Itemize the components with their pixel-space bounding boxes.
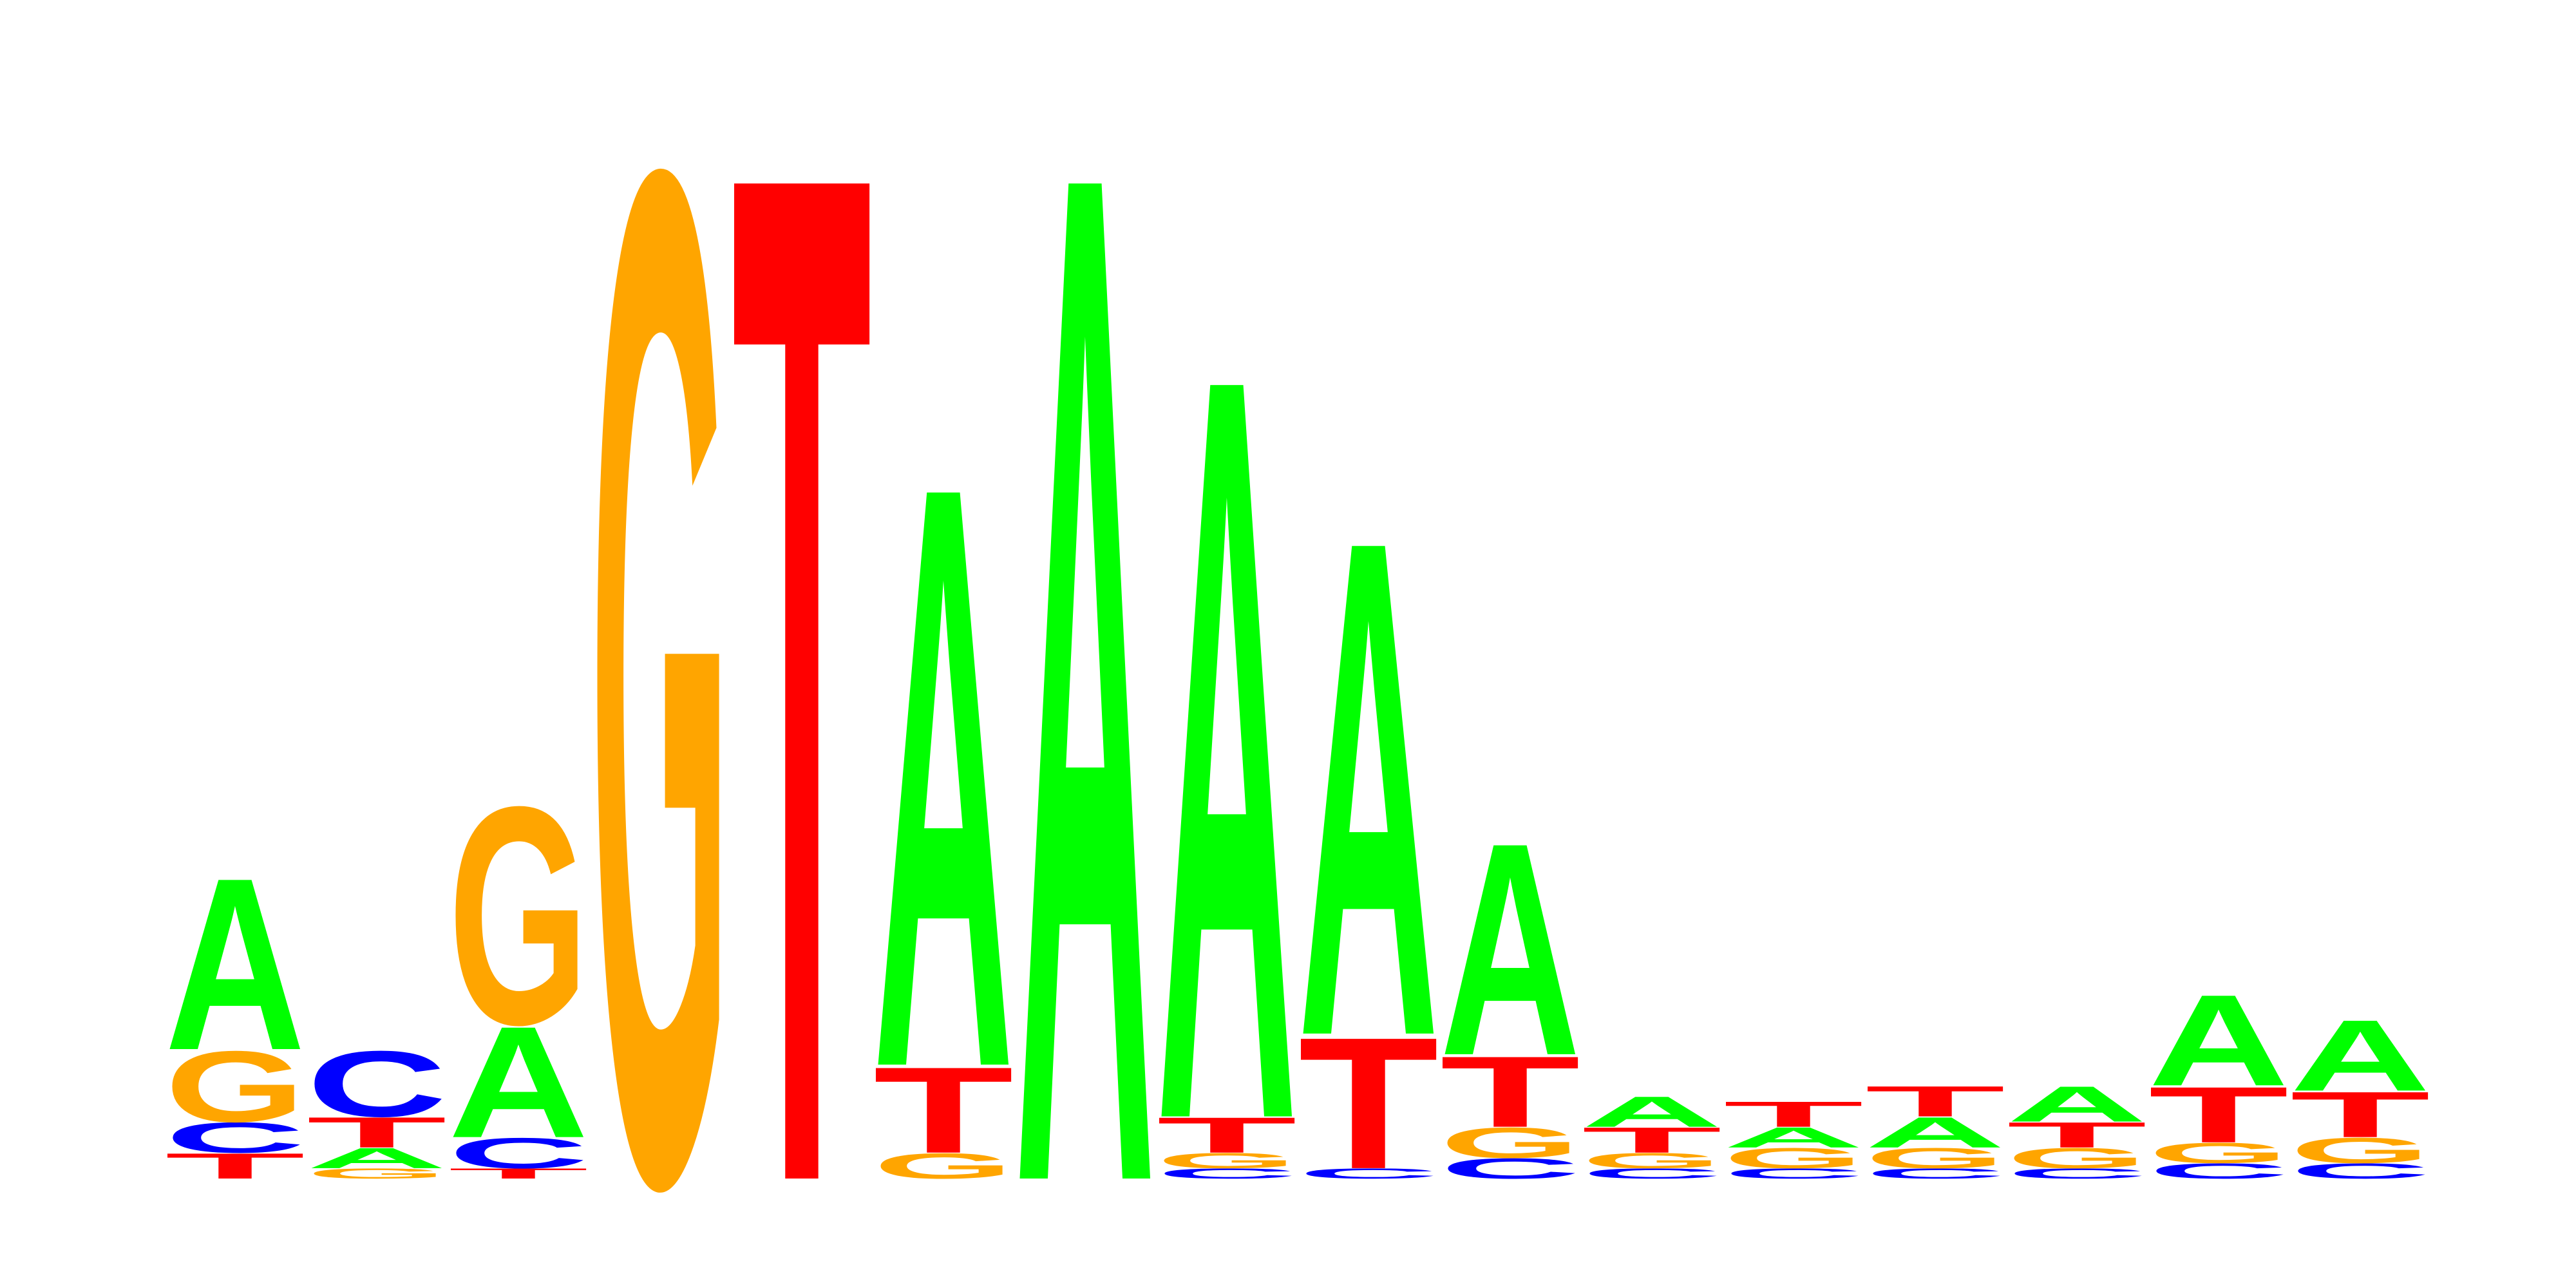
letter-a: A xyxy=(2007,1075,2147,1132)
letter-t: T xyxy=(307,1108,447,1157)
letter-c: C xyxy=(2007,1166,2147,1182)
letter-t: T xyxy=(1298,999,1439,1209)
letter-t: T xyxy=(2148,1070,2289,1159)
letter-c: C xyxy=(1298,1166,1439,1182)
letter-a: A xyxy=(873,312,1014,1241)
letter-c: C xyxy=(165,1113,305,1162)
logo-position-4: G xyxy=(590,0,730,1288)
letter-c: C xyxy=(448,1129,589,1177)
logo-position-7: A xyxy=(1015,0,1155,1288)
letter-a: A xyxy=(2290,999,2430,1112)
logo-position-5: T xyxy=(732,0,872,1288)
letter-g: G xyxy=(590,0,730,1288)
letter-g: G xyxy=(1865,1142,2005,1174)
letter-a: A xyxy=(1723,1121,1864,1153)
letter-g: G xyxy=(2290,1130,2430,1171)
letter-t: T xyxy=(2007,1115,2147,1155)
letter-g: G xyxy=(1582,1149,1722,1173)
letter-g: G xyxy=(2148,1137,2289,1169)
letter-t: T xyxy=(448,1166,589,1182)
letter-t: T xyxy=(1865,1077,2005,1126)
letter-a: A xyxy=(2148,968,2289,1113)
letter-a: A xyxy=(1865,1108,2005,1157)
letter-a: A xyxy=(1157,155,1297,1288)
letter-g: G xyxy=(1723,1142,1864,1174)
letter-c: C xyxy=(1723,1166,1864,1182)
letter-a: A xyxy=(1298,392,1439,1184)
letter-t: T xyxy=(732,0,872,1288)
letter-t: T xyxy=(1157,1107,1297,1164)
letter-a: A xyxy=(1015,0,1155,1288)
letter-c: C xyxy=(1865,1166,2005,1182)
letter-g: G xyxy=(1440,1119,1580,1167)
letter-g: G xyxy=(1157,1149,1297,1173)
letter-t: T xyxy=(1723,1094,1864,1135)
letter-t: T xyxy=(1582,1120,1722,1160)
letter-g: G xyxy=(307,1166,447,1182)
letter-g: G xyxy=(165,1030,305,1144)
letter-a: A xyxy=(448,994,589,1171)
letter-t: T xyxy=(2290,1078,2430,1151)
letter-c: C xyxy=(1582,1166,1722,1182)
letter-a: A xyxy=(1440,780,1580,1119)
letter-t: T xyxy=(165,1146,305,1186)
letter-g: G xyxy=(2007,1142,2147,1174)
letter-t: T xyxy=(873,1041,1014,1179)
logo-position-9: CTA xyxy=(1298,392,1439,1208)
letter-c: C xyxy=(1157,1166,1297,1182)
letter-c: C xyxy=(2148,1159,2289,1184)
letter-a: A xyxy=(1582,1088,1722,1136)
letter-c: C xyxy=(1440,1152,1580,1184)
letter-a: A xyxy=(165,826,305,1101)
letter-g: G xyxy=(873,1146,1014,1186)
letter-a: A xyxy=(307,1142,447,1174)
letter-t: T xyxy=(1440,1036,1580,1149)
logo-position-6: GTA xyxy=(873,312,1014,1241)
letter-c: C xyxy=(2290,1159,2430,1184)
letter-c: C xyxy=(307,1032,447,1137)
letter-g: G xyxy=(448,742,589,1089)
